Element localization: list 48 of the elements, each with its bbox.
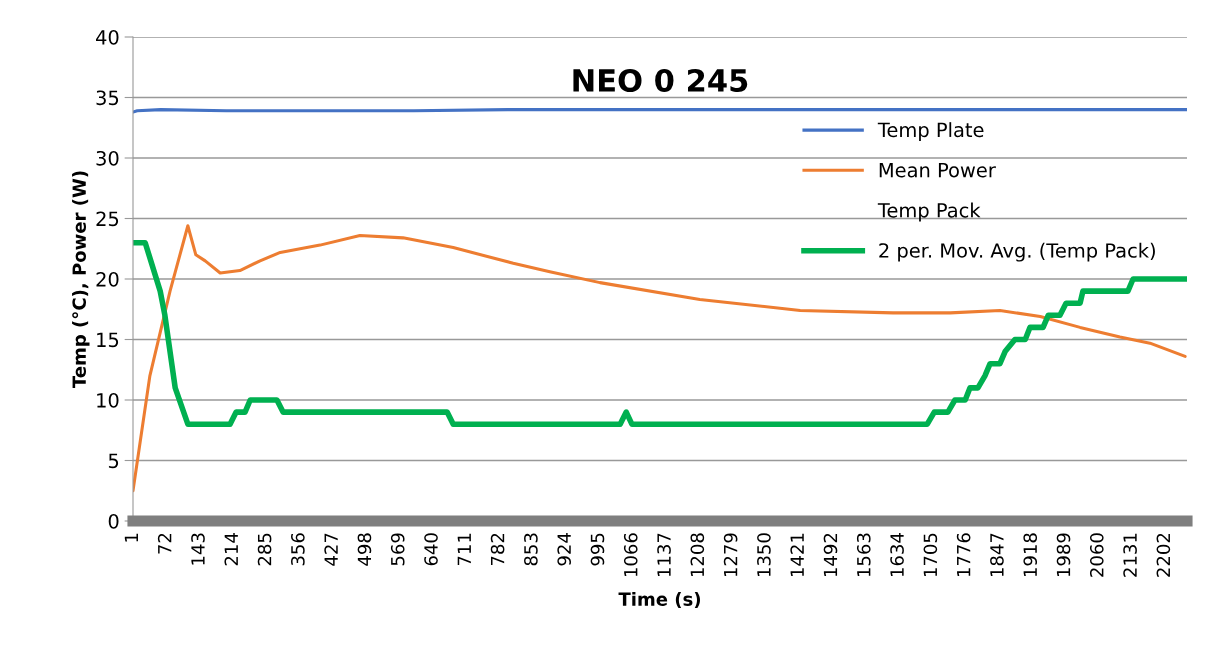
legend-label: Mean Power [879, 162, 996, 178]
x-tick-label: 498 [357, 533, 372, 566]
x-tick-label: 1137 [657, 533, 671, 577]
x-tick-label: 995 [590, 533, 605, 566]
y-tick-label: 25 [96, 211, 119, 227]
y-tick-label: 10 [97, 392, 119, 408]
x-tick-label: 285 [257, 533, 272, 566]
x-tick-label: 1847 [990, 533, 1004, 577]
x-tick-label: 1989 [1056, 533, 1071, 577]
x-tick-label: 143 [191, 533, 205, 565]
x-tick-label: 1634 [890, 533, 904, 577]
x-tick-label: 72 [157, 533, 172, 554]
y-axis-title: Temp (°C), Power (W) [72, 171, 90, 389]
x-tick-label: 2060 [1089, 533, 1104, 577]
x-tick-label: 782 [490, 533, 505, 566]
x-tick-label: 1705 [923, 533, 938, 577]
x-tick-label: 356 [291, 533, 305, 566]
x-tick-label: 1066 [623, 533, 638, 577]
x-tick-label: 1918 [1023, 533, 1038, 577]
x-tick-label: 1208 [690, 533, 705, 577]
x-tick-label: 427 [324, 533, 338, 566]
text: Temp Pack [877, 202, 981, 222]
x-tick-label: 1776 [956, 533, 971, 577]
y-tick-label: 30 [96, 150, 119, 166]
x-tick-label: 2131 [1123, 533, 1137, 577]
text: NEO 0 245 [573, 68, 748, 93]
legend-label: Temp Plate [877, 122, 984, 141]
y-tick-label: 15 [97, 332, 119, 348]
x-tick-label: 1279 [723, 533, 738, 577]
x-tick-label: 1563 [856, 533, 871, 577]
x-tick-label: 1492 [823, 533, 838, 577]
x-tick-label: 214 [224, 533, 238, 566]
x-tick-label: 1421 [790, 533, 804, 577]
y-tick-label: 40 [96, 29, 119, 45]
x-tick-label: 1350 [757, 533, 771, 577]
legend-label: 2 per. Mov. Avg. (Temp Pack) [879, 242, 1155, 262]
x-tick-label: 569 [390, 533, 405, 566]
x-tick-label: 2202 [1156, 533, 1171, 577]
x-tick-label: 640 [424, 533, 438, 566]
x-axis-title: Time (s) [618, 591, 700, 609]
y-tick-label: 0 [108, 513, 119, 529]
y-tick-label: 35 [96, 90, 119, 106]
y-tick-label: 20 [96, 271, 119, 287]
x-tick-label: 711 [457, 533, 471, 566]
x-tick-label: 853 [524, 533, 538, 566]
y-tick-label: 5 [108, 453, 119, 469]
x-tick-label: 924 [557, 533, 571, 566]
x-tick-label: 1 [124, 533, 138, 542]
